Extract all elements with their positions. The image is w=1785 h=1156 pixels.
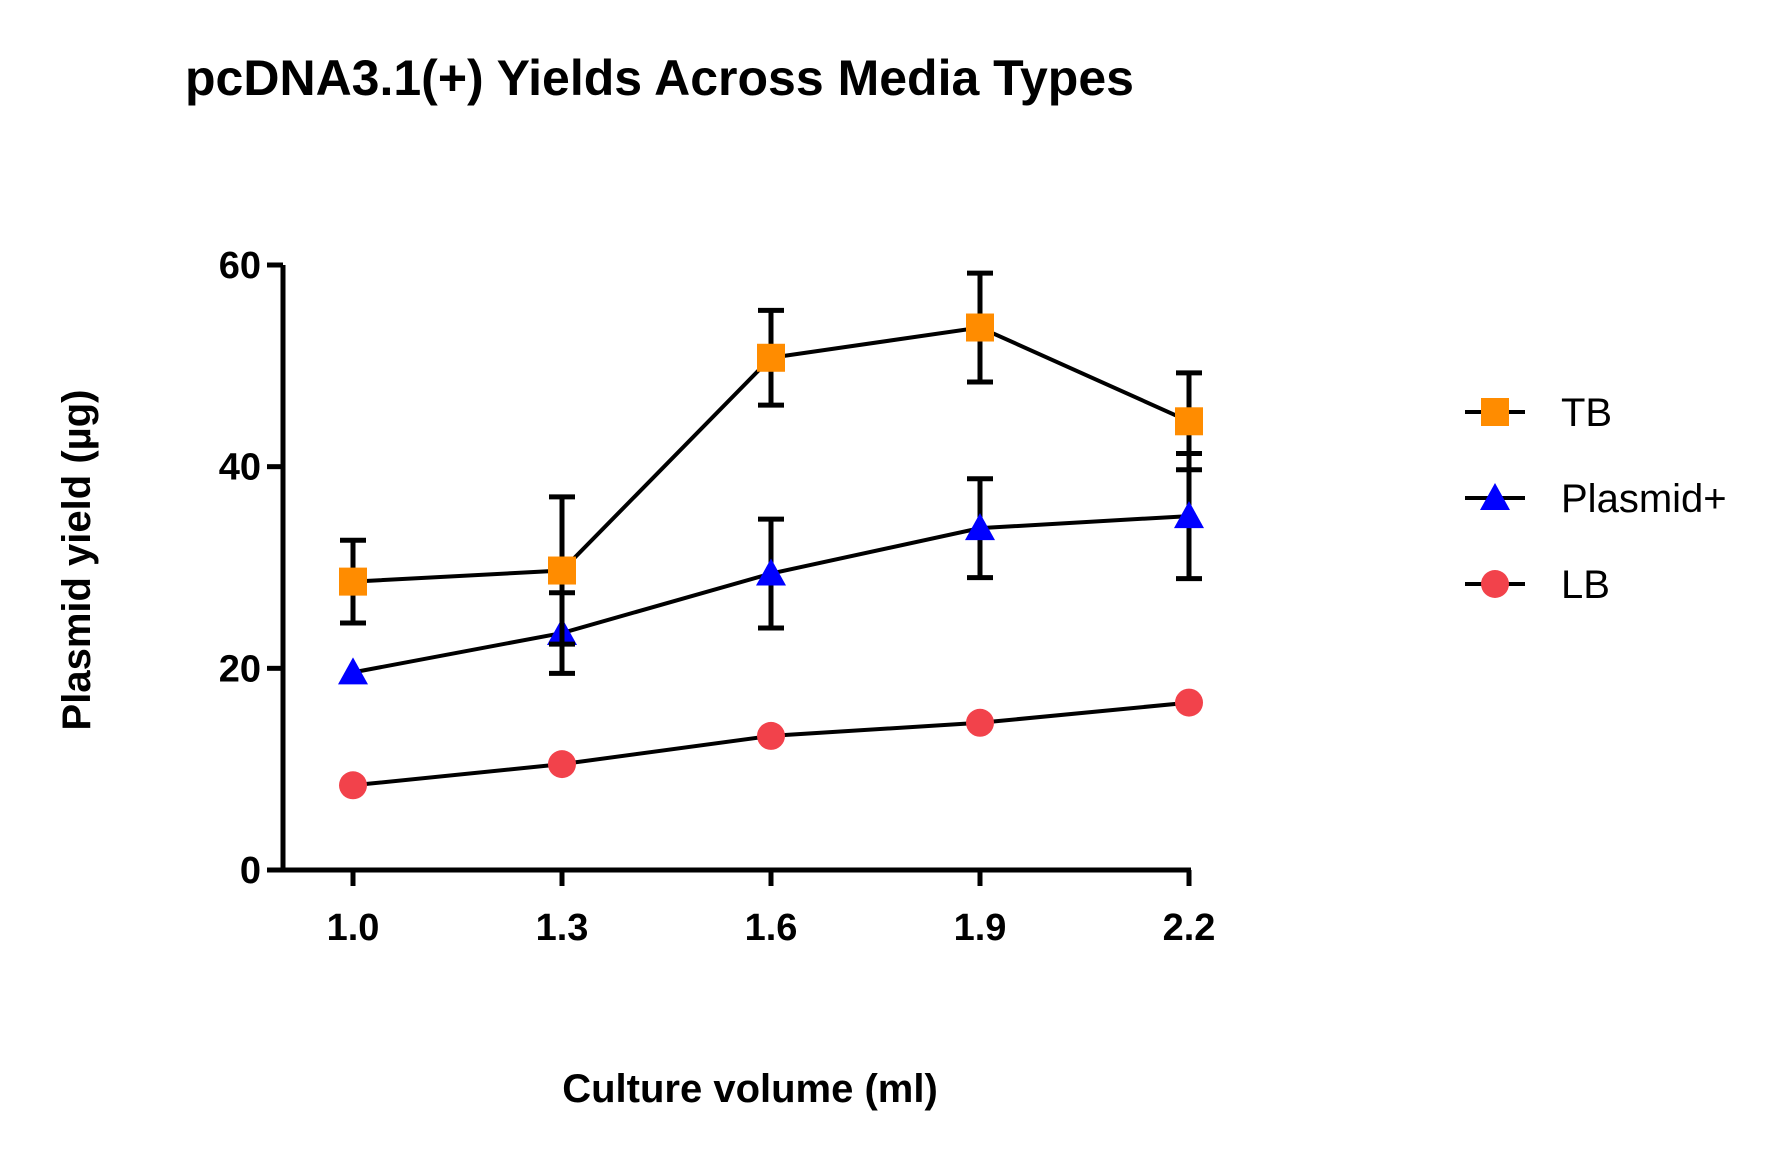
data-point (339, 567, 367, 596)
x-tick-label: 2.2 (1163, 907, 1216, 949)
legend-label: Plasmid+ (1561, 477, 1727, 521)
legend: TB Plasmid+ LB (1465, 391, 1727, 607)
x-axis-label: Culture volume (ml) (562, 1067, 938, 1111)
x-tick-label: 1.9 (954, 907, 1007, 949)
data-point (548, 556, 576, 585)
y-tick-label: 20 (219, 648, 261, 690)
legend-label: TB (1561, 391, 1612, 435)
data-point (966, 708, 994, 737)
x-tick-label: 1.0 (327, 907, 380, 949)
plot-area: 0 20 40 60 1.0 1.3 1.6 1.9 2.2 (219, 245, 1216, 949)
y-axis-label: Plasmid yield (µg) (55, 390, 99, 731)
data-point (1174, 501, 1204, 529)
x-tick-label: 1.6 (745, 907, 798, 949)
data-point (338, 657, 368, 685)
data-point (966, 313, 994, 342)
series-plasmid (338, 451, 1204, 685)
chart-title: pcDNA3.1(+) Yields Across Media Types (185, 50, 1134, 106)
data-point (756, 558, 786, 586)
data-point (757, 721, 785, 750)
series-tb (339, 270, 1203, 647)
data-point (548, 750, 576, 779)
data-point (965, 513, 995, 541)
legend-marker (1480, 483, 1510, 510)
legend-marker (1481, 570, 1509, 598)
legend-label: LB (1561, 563, 1610, 607)
y-tick-label: 0 (240, 850, 261, 892)
legend-item-tb: TB (1465, 391, 1612, 435)
data-point (757, 343, 785, 372)
legend-item-lb: LB (1465, 563, 1610, 607)
y-tick-label: 60 (219, 245, 261, 287)
data-point (1175, 688, 1203, 717)
data-point (1175, 407, 1203, 436)
series-lb (339, 688, 1203, 800)
x-tick-label: 1.3 (536, 907, 589, 949)
y-tick-label: 40 (219, 447, 261, 489)
data-point (339, 771, 367, 800)
legend-marker (1481, 398, 1509, 426)
legend-item-plasmid: Plasmid+ (1465, 477, 1727, 521)
